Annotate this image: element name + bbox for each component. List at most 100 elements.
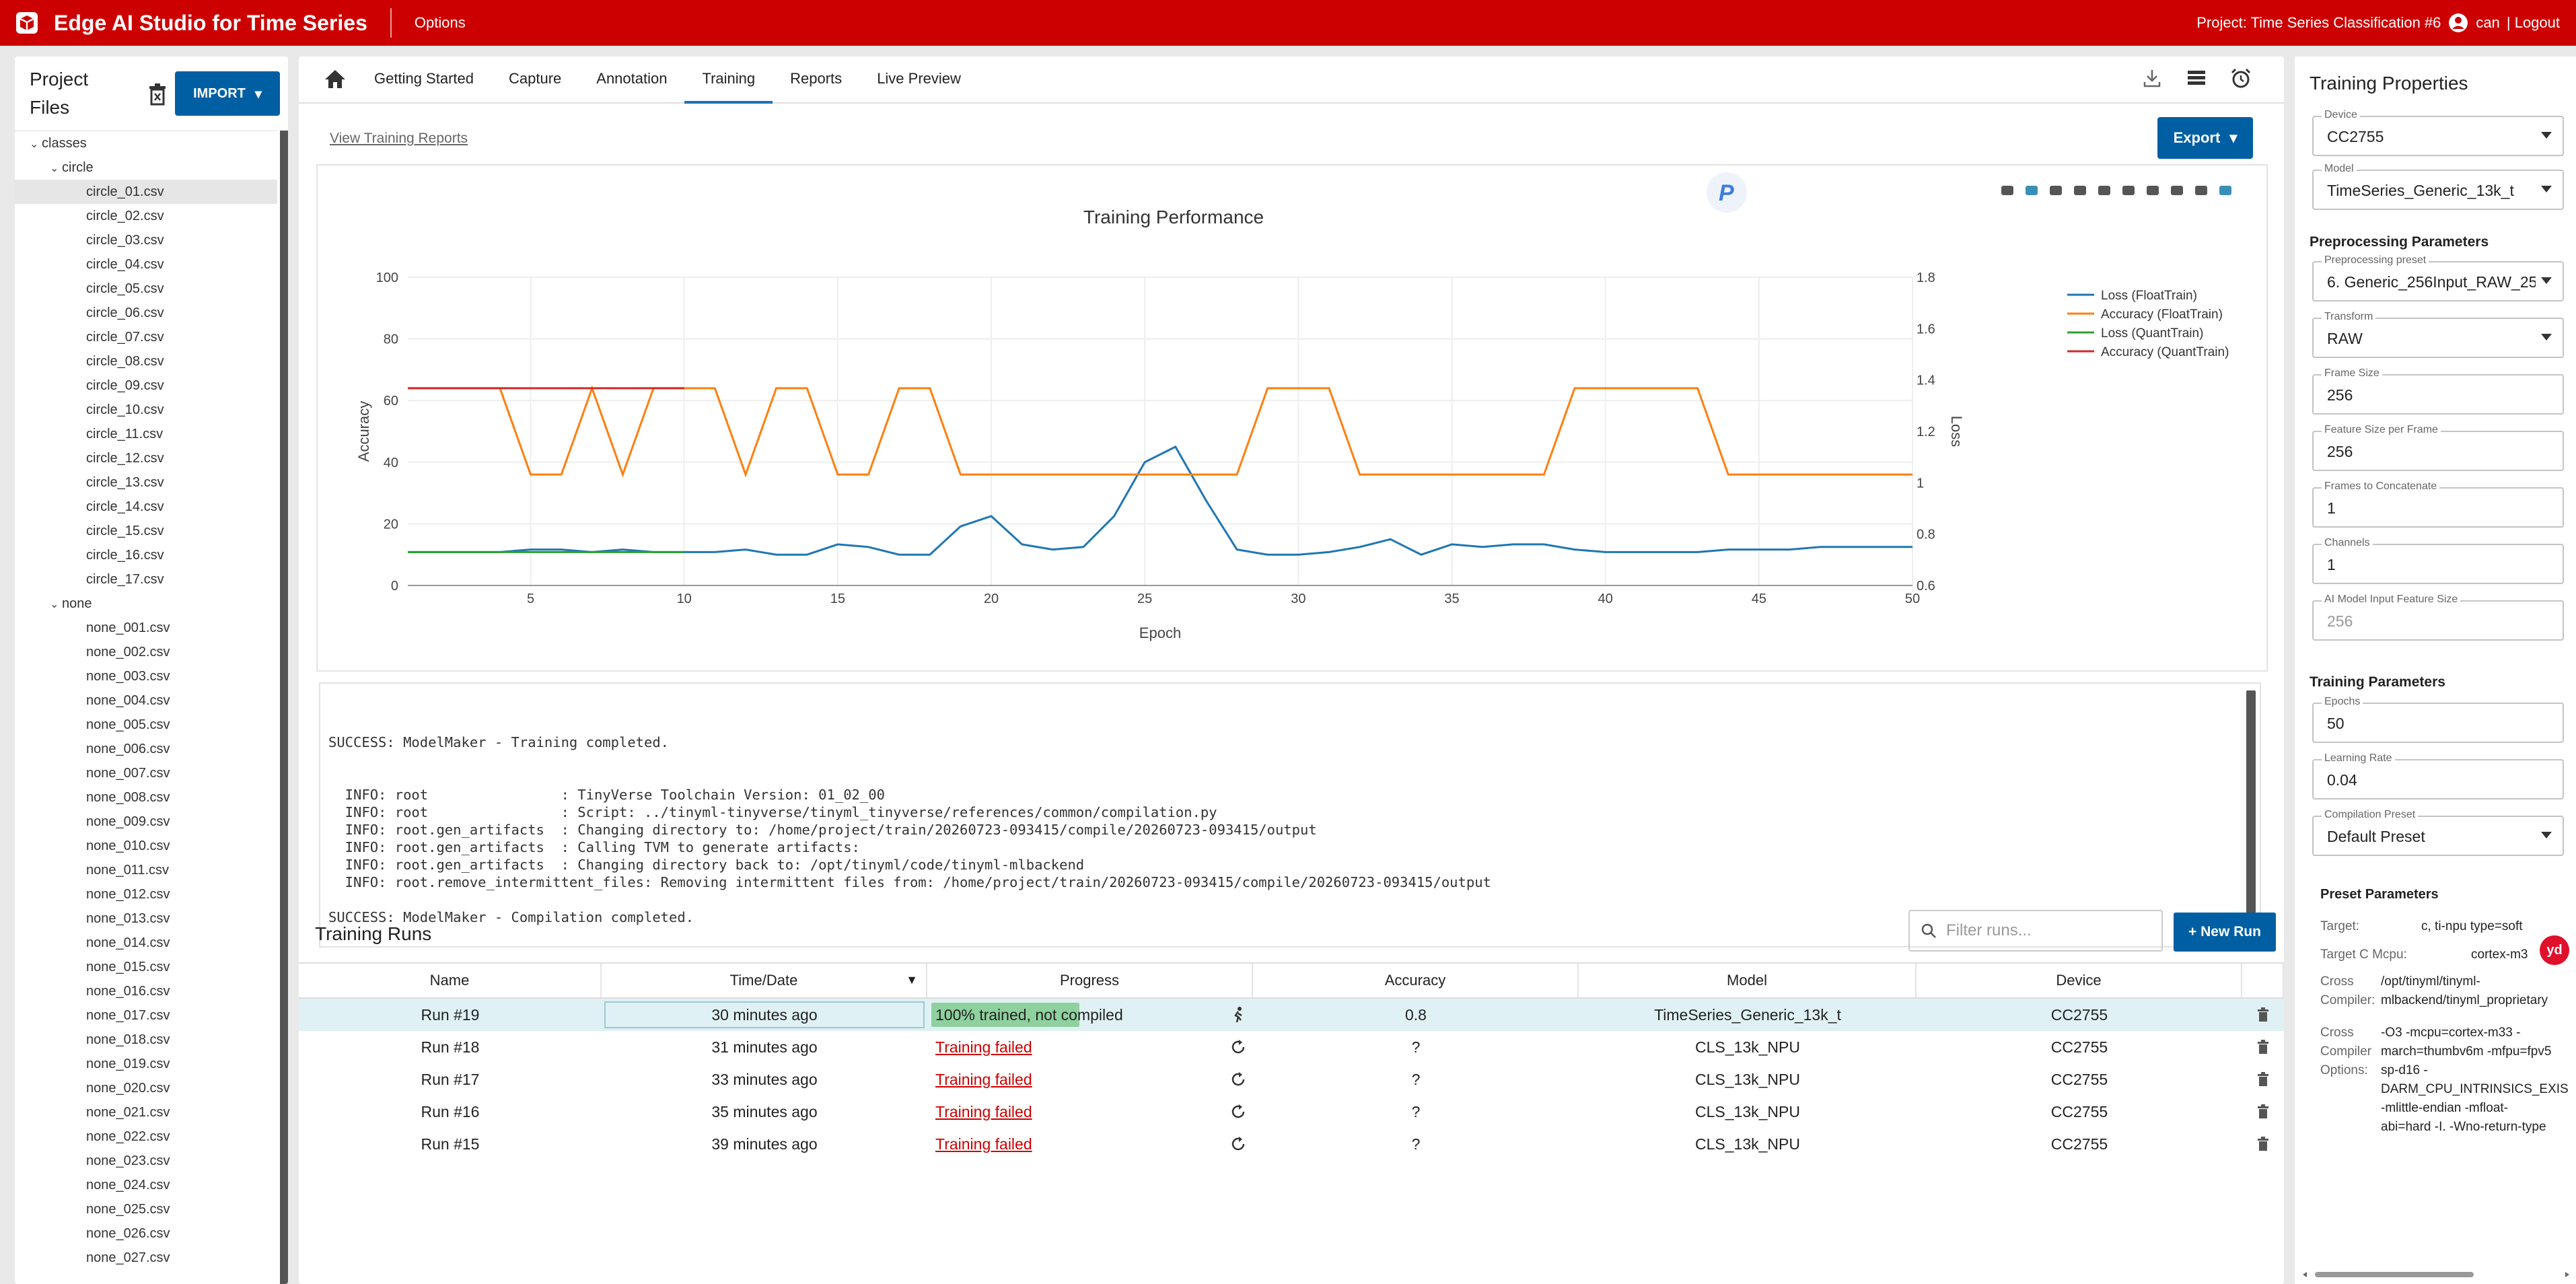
device-select[interactable]: Device CC2755	[2312, 109, 2564, 156]
tree-file[interactable]: none_004.csv	[15, 688, 277, 713]
logout-link[interactable]: | Logout	[2506, 14, 2560, 31]
compilation-preset-select[interactable]: Compilation Preset Default Preset	[2312, 809, 2564, 856]
zoom-in-icon[interactable]	[2074, 186, 2086, 195]
training-failed-link[interactable]: Training failed	[935, 1038, 1032, 1056]
tree-file[interactable]: none_010.csv	[15, 834, 277, 858]
tree-file[interactable]: none_016.csv	[15, 979, 277, 1003]
chevron-down-icon[interactable]: ⌄	[50, 163, 59, 174]
tree-file[interactable]: circle_16.csv	[15, 543, 277, 567]
tree-file[interactable]: none_019.csv	[15, 1052, 277, 1076]
training-failed-link[interactable]: Training failed	[935, 1135, 1032, 1153]
user-avatar-icon[interactable]	[2447, 12, 2469, 34]
tree-file[interactable]: circle_06.csv	[15, 301, 277, 325]
sort-desc-icon[interactable]: ▼	[906, 973, 918, 987]
tree-file[interactable]: circle_08.csv	[15, 349, 277, 373]
column-header-device[interactable]: Device	[1917, 964, 2242, 997]
column-header-model[interactable]: Model	[1579, 964, 1917, 997]
delete-run-icon[interactable]	[2242, 1031, 2284, 1063]
feature-size-input[interactable]: Feature Size per Frame 256	[2312, 424, 2564, 471]
tree-file[interactable]: circle_17.csv	[15, 567, 277, 592]
tree-file[interactable]: none_015.csv	[15, 955, 277, 979]
options-menu[interactable]: Options	[414, 14, 466, 31]
running-figure-icon[interactable]	[1229, 1005, 1248, 1024]
reset-axes-icon[interactable]	[2147, 186, 2159, 195]
tree-file[interactable]: none_013.csv	[15, 906, 277, 931]
tree-file[interactable]: none_026.csv	[15, 1221, 277, 1246]
table-row[interactable]: Run #16 35 minutes ago Training failed? CLS…	[299, 1096, 2284, 1128]
tree-file[interactable]: none_020.csv	[15, 1076, 277, 1100]
tree-file[interactable]: none_003.csv	[15, 664, 277, 688]
transform-select[interactable]: Transform RAW	[2312, 311, 2564, 358]
channels-input[interactable]: Channels 1	[2312, 537, 2564, 584]
tree-file[interactable]: circle_14.csv	[15, 495, 277, 519]
tab-annotation[interactable]: Annotation	[596, 70, 668, 87]
model-select[interactable]: Model TimeSeries_Generic_13k_t	[2312, 163, 2564, 210]
import-button[interactable]: IMPORT ▾	[175, 71, 280, 116]
tree-file[interactable]: none_005.csv	[15, 713, 277, 737]
tree-file[interactable]: circle_03.csv	[15, 228, 277, 252]
filter-runs-input[interactable]: Filter runs...	[1908, 910, 2163, 952]
tree-file[interactable]: none_022.csv	[15, 1125, 277, 1149]
training-failed-link[interactable]: Training failed	[935, 1102, 1032, 1120]
tree-folder[interactable]: ⌄ none	[15, 592, 277, 616]
retry-icon[interactable]	[1229, 1070, 1248, 1089]
retry-icon[interactable]	[1229, 1038, 1248, 1057]
table-row[interactable]: Run #17 33 minutes ago Training failed? CLS…	[299, 1063, 2284, 1096]
tree-file[interactable]: none_024.csv	[15, 1173, 277, 1197]
tree-file[interactable]: none_012.csv	[15, 882, 277, 906]
table-row[interactable]: Run #15 39 minutes ago Training failed? CLS…	[299, 1128, 2284, 1160]
run-progress[interactable]: Training failed	[927, 1096, 1253, 1128]
view-training-reports-link[interactable]: View Training Reports	[330, 131, 468, 146]
tree-file[interactable]: circle_09.csv	[15, 373, 277, 398]
delete-run-icon[interactable]	[2242, 1063, 2284, 1096]
tree-file[interactable]: none_025.csv	[15, 1197, 277, 1221]
hover-compare-icon[interactable]	[2219, 186, 2231, 195]
run-progress[interactable]: Training failed	[927, 1031, 1253, 1063]
column-header-time-date[interactable]: Time/Date ▼	[602, 964, 927, 997]
tree-folder[interactable]: ⌄ circle	[15, 155, 277, 180]
column-header-accuracy[interactable]: Accuracy	[1253, 964, 1579, 997]
list-view-icon[interactable]	[2184, 66, 2209, 90]
tree-file[interactable]: circle_05.csv	[15, 277, 277, 301]
retry-icon[interactable]	[1229, 1102, 1248, 1121]
tree-file[interactable]: circle_04.csv	[15, 252, 277, 277]
tree-file[interactable]: none_006.csv	[15, 737, 277, 761]
tree-file[interactable]: none_018.csv	[15, 1028, 277, 1052]
alarm-clock-icon[interactable]	[2229, 66, 2253, 90]
tree-file[interactable]: circle_10.csv	[15, 398, 277, 422]
tree-file[interactable]: circle_15.csv	[15, 519, 277, 543]
chevron-down-icon[interactable]: ⌄	[50, 599, 59, 610]
zoom-out-icon[interactable]	[2098, 186, 2110, 195]
tree-file[interactable]: none_008.csv	[15, 785, 277, 810]
hover-closest-icon[interactable]	[2195, 186, 2207, 195]
tab-capture[interactable]: Capture	[508, 70, 562, 87]
zoom-icon[interactable]	[2026, 186, 2038, 195]
frame-size-input[interactable]: Frame Size 256	[2312, 367, 2564, 415]
delete-run-icon[interactable]	[2242, 1096, 2284, 1128]
run-progress[interactable]: Training failed	[927, 1128, 1253, 1160]
tree-file[interactable]: none_017.csv	[15, 1003, 277, 1028]
table-row[interactable]: Run #18 31 minutes ago Training failed? CLS…	[299, 1031, 2284, 1063]
tree-folder[interactable]: ⌄ classes	[15, 131, 277, 155]
chevron-down-icon[interactable]: ⌄	[30, 139, 39, 150]
tab-getting-started[interactable]: Getting Started	[374, 70, 474, 87]
delete-files-icon[interactable]	[145, 81, 170, 108]
right-panel-horizontal-scrollbar[interactable]	[2301, 1271, 2571, 1279]
tree-file[interactable]: circle_01.csv	[15, 180, 277, 204]
tree-file[interactable]: none_007.csv	[15, 761, 277, 785]
tree-file[interactable]: none_014.csv	[15, 931, 277, 955]
tree-file[interactable]: none_023.csv	[15, 1149, 277, 1173]
tree-file[interactable]: none_002.csv	[15, 640, 277, 664]
camera-icon[interactable]	[2001, 186, 2013, 195]
frames-concatenate-input[interactable]: Frames to Concatenate 1	[2312, 480, 2564, 528]
tree-file[interactable]: none_009.csv	[15, 810, 277, 834]
column-header-name[interactable]: Name	[299, 964, 602, 997]
tab-live-preview[interactable]: Live Preview	[877, 70, 961, 87]
yd-badge[interactable]: yd	[2540, 935, 2569, 965]
pan-icon[interactable]	[2050, 186, 2062, 195]
user-name[interactable]: can	[2476, 14, 2500, 31]
delete-run-icon[interactable]	[2242, 1128, 2284, 1160]
tab-reports[interactable]: Reports	[790, 70, 843, 87]
tree-file[interactable]: circle_12.csv	[15, 446, 277, 470]
tree-file[interactable]: circle_02.csv	[15, 204, 277, 228]
